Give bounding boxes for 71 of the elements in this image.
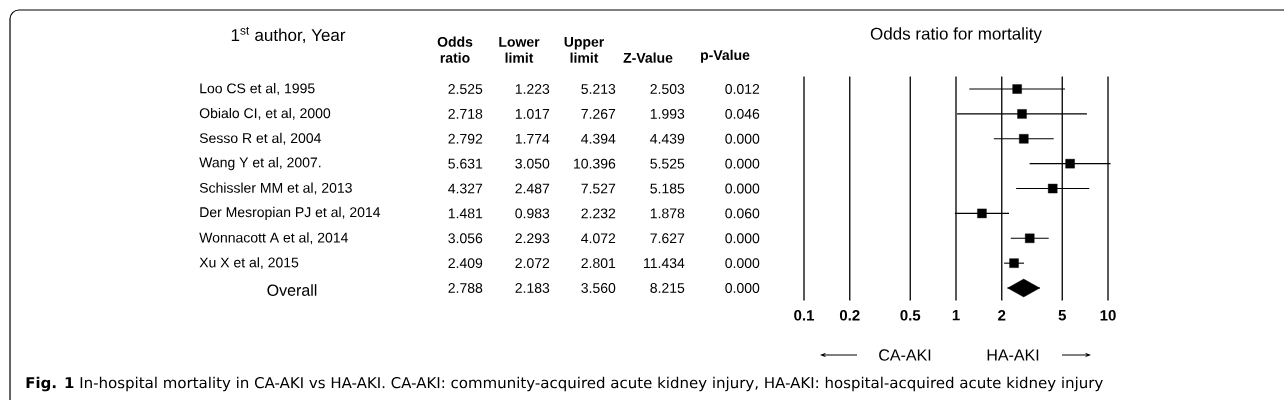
text: Fig. 1 In-hospital mortality in CA-AKI vs HA-AKI. CA-AKI: community-acquired acute kidney injury, HA-AKI: hospital-acquired acute kidney injury xyxy=(26,376,1103,392)
x-tick-label: 0.5 xyxy=(900,310,921,321)
text: 2.293 xyxy=(515,233,550,244)
text: 5.185 xyxy=(650,183,685,194)
text: 0.983 xyxy=(515,208,550,219)
x-tick-label: 1 xyxy=(952,310,960,321)
category-label: Overall xyxy=(267,284,317,296)
x-tick-label: 10 xyxy=(1100,310,1116,321)
category-label: Loo CS et al, 1995 xyxy=(200,83,315,95)
text: 2.409 xyxy=(448,258,483,269)
text: 1.993 xyxy=(650,108,685,119)
category-label: Odds ratio xyxy=(437,36,473,63)
text: 2.788 xyxy=(448,283,483,293)
text: 7.627 xyxy=(650,233,685,244)
x-tick-label: 2 xyxy=(998,310,1006,321)
text: 2.801 xyxy=(581,258,616,269)
text: 4.394 xyxy=(581,133,616,144)
category-label: Xu X et al, 2015 xyxy=(199,257,299,270)
text: 11.434 xyxy=(644,258,685,269)
text: 0.000 xyxy=(725,183,760,194)
text: 8.215 xyxy=(650,283,685,293)
text: 0.000 xyxy=(725,258,760,269)
text: 2.487 xyxy=(515,183,550,194)
text: 5.631 xyxy=(448,158,483,169)
text: 0.000 xyxy=(725,158,760,169)
category-label: Wang Y et al, 2007. xyxy=(199,157,321,171)
text: 0.000 xyxy=(725,133,760,144)
text: 2.525 xyxy=(448,84,483,94)
text: 4.072 xyxy=(581,233,616,244)
text: 1.774 xyxy=(515,133,550,144)
text: 5.213 xyxy=(581,84,616,94)
text: 5.525 xyxy=(650,158,685,169)
text: 1.223 xyxy=(515,84,550,94)
category-label: Sesso R et al, 2004 xyxy=(199,132,321,145)
x-tick-label: 0.1 xyxy=(794,310,815,321)
text: 0.046 xyxy=(725,108,760,119)
text: 1.481 xyxy=(448,208,483,219)
text: 1$^{st}$ author, Year xyxy=(231,26,346,44)
x-tick-label: 5 xyxy=(1058,310,1066,321)
text: 0.000 xyxy=(725,283,760,293)
text: 7.527 xyxy=(581,183,616,194)
text: 2.792 xyxy=(448,133,483,144)
text: 0.012 xyxy=(725,84,760,94)
text: 1.878 xyxy=(650,208,685,219)
category-label: Schissler MM et al, 2013 xyxy=(199,182,352,195)
text: HA-AKI xyxy=(987,349,1039,361)
x-tick-label: 0.2 xyxy=(839,310,860,321)
chart-title: Odds ratio for mortality xyxy=(870,27,1042,44)
text: 2.718 xyxy=(448,108,483,119)
text: 3.560 xyxy=(581,283,616,293)
category-label: Wonnacott A et al, 2014 xyxy=(199,232,348,245)
text: 4.327 xyxy=(448,183,483,194)
text: CA-AKI xyxy=(879,349,931,361)
text: 4.439 xyxy=(650,133,685,144)
text: 2.232 xyxy=(581,208,616,219)
category-label: Upper limit xyxy=(564,37,605,63)
text: 2.072 xyxy=(515,258,550,269)
category-label: p-Value xyxy=(701,49,750,63)
category-label: Z-Value xyxy=(623,52,673,63)
text: 2.503 xyxy=(650,84,685,94)
text: 0.000 xyxy=(725,233,760,244)
text: 0.060 xyxy=(725,208,760,219)
category-label: Der Mesropian PJ et al, 2014 xyxy=(200,206,381,220)
text: 7.267 xyxy=(581,108,616,119)
category-label: Lower limit xyxy=(499,37,540,63)
text: 2.183 xyxy=(515,283,550,293)
text: 10.396 xyxy=(574,158,616,169)
text: 3.050 xyxy=(515,158,550,169)
text: 3.056 xyxy=(448,233,483,244)
category-label: Obialo CI, et al, 2000 xyxy=(199,107,331,120)
text: 1.017 xyxy=(515,108,550,119)
